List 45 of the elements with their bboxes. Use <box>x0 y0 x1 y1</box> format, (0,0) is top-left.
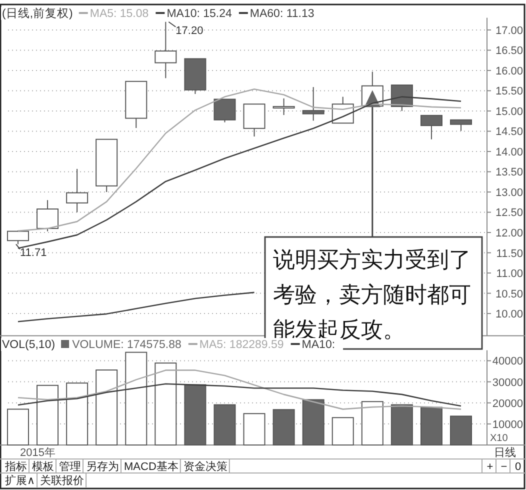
ytick: 30000 <box>492 376 523 389</box>
annotation: + <box>486 461 494 473</box>
annotation: 另存为 <box>86 461 119 473</box>
ytick: 13.50 <box>495 166 523 179</box>
annotation: 资金决策 <box>183 461 228 473</box>
ytick: 13.00 <box>495 187 523 199</box>
ytick: 40000 <box>492 356 523 368</box>
ytick: 14.50 <box>495 126 523 138</box>
ytick: 14.00 <box>495 146 523 158</box>
legend-item: MA5: 15.08 <box>90 8 149 20</box>
annotation: 扩展∧ <box>5 475 36 487</box>
xlabel: 2015年 <box>20 447 56 459</box>
annotation: MACD基本 <box>124 461 178 473</box>
annotation: 日线 <box>494 447 516 459</box>
legend-item: MA5: 182289.59 <box>199 339 284 351</box>
ytick: 11.00 <box>496 268 523 280</box>
ytick: 10.50 <box>495 288 523 300</box>
legend-item: MA10: 15.24 <box>166 8 232 20</box>
ytick: 16.50 <box>495 45 523 58</box>
ytick: 15.50 <box>495 86 523 98</box>
ytick: 10000 <box>492 418 523 431</box>
annotation: 管理 <box>59 461 81 473</box>
ytick: 10.00 <box>495 308 523 321</box>
ytick: 12.00 <box>495 228 523 240</box>
annotation: 11.71 <box>20 247 47 260</box>
annotation: 17.20 <box>176 24 204 37</box>
ytick: 12.50 <box>495 207 523 220</box>
annotation: 说明买方实力受到了 <box>273 247 471 272</box>
annotation: 模板 <box>32 461 54 473</box>
annotation: 指标 <box>5 461 27 473</box>
legend-item: VOLUME: 174575.88 <box>72 339 182 351</box>
title: VOL(5,10) <box>2 339 56 351</box>
legend-item: MA10: <box>302 339 336 351</box>
annotation: − <box>500 461 508 473</box>
annotation: 关联报价 <box>40 475 84 487</box>
ytick: 20000 <box>492 398 523 410</box>
annotation: X10 <box>490 433 508 444</box>
legend-item: MA60: 11.13 <box>250 8 314 20</box>
annotation: 0 <box>514 461 522 473</box>
ytick: 17.00 <box>495 24 523 37</box>
title: (日线,前复权) <box>2 8 73 20</box>
ytick: 16.00 <box>495 65 523 78</box>
ytick: 11.50 <box>496 248 523 260</box>
annotation: 考验，卖方随时都可 <box>273 282 471 307</box>
ytick: 15.00 <box>495 106 523 118</box>
